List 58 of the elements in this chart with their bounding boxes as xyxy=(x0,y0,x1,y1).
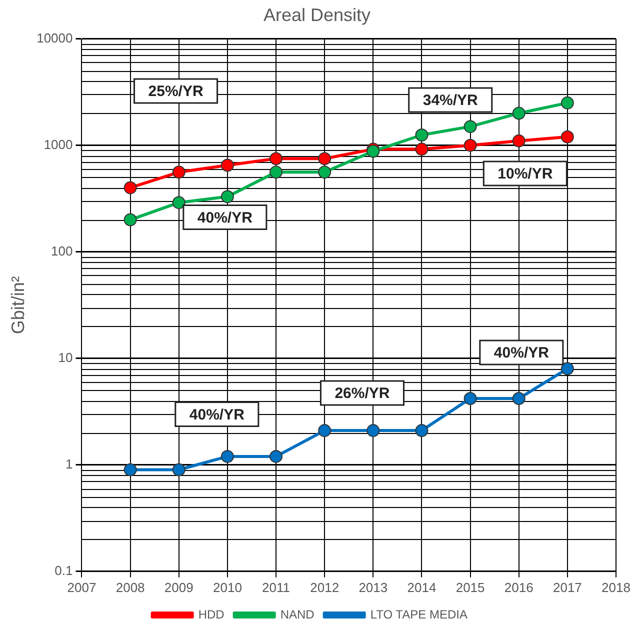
point xyxy=(172,196,186,210)
y-tick-label: 1000 xyxy=(44,136,73,152)
legend-label: HDD xyxy=(198,607,225,622)
x-tick-label: 2008 xyxy=(116,580,145,595)
x-tick-label: 2018 xyxy=(602,580,630,595)
y-axis-title: Gbit/in² xyxy=(8,276,28,334)
y-tick-label: 10 xyxy=(58,350,73,365)
point xyxy=(318,424,332,438)
x-tick-label: 2009 xyxy=(164,580,194,595)
point xyxy=(220,190,234,204)
annotation: 10%/YR xyxy=(498,166,553,183)
point xyxy=(560,96,574,110)
chart-title: Areal Density xyxy=(262,4,372,27)
x-tick-label: 2015 xyxy=(456,580,485,595)
y-tick-label: 0.1 xyxy=(54,562,73,578)
point xyxy=(464,392,477,405)
legend-label: LTO TAPE MEDIA xyxy=(370,607,468,622)
point xyxy=(512,134,526,148)
point xyxy=(464,120,477,134)
x-tick-label: 2010 xyxy=(212,580,242,595)
x-tick-label: 2016 xyxy=(504,580,534,595)
point xyxy=(270,166,283,179)
point xyxy=(124,463,137,476)
point xyxy=(560,362,574,376)
point xyxy=(464,138,477,152)
x-tick-label: 2011 xyxy=(262,580,290,595)
y-tick-label: 100 xyxy=(51,243,73,258)
annotation: 40%/YR xyxy=(197,209,253,226)
point xyxy=(124,181,137,194)
y-tick-label: 10000 xyxy=(36,30,73,46)
point xyxy=(318,152,332,166)
annotation: 26%/YR xyxy=(334,385,390,402)
point xyxy=(415,424,428,438)
point xyxy=(366,424,380,438)
point xyxy=(560,130,574,144)
point xyxy=(512,392,526,405)
point xyxy=(318,166,332,179)
point xyxy=(415,142,428,156)
annotation: 25%/YR xyxy=(148,83,204,100)
x-tick-label: 2017 xyxy=(552,580,582,595)
legend-label: NAND xyxy=(280,607,315,622)
annotation: 34%/YR xyxy=(422,92,478,110)
point xyxy=(220,450,234,463)
point xyxy=(172,463,186,476)
annotation: 40%/YR xyxy=(189,406,245,424)
point xyxy=(415,128,428,142)
x-tick-label: 2014 xyxy=(407,580,436,595)
point xyxy=(124,213,137,226)
point xyxy=(172,166,186,179)
point xyxy=(270,152,283,166)
y-tick-label: 1 xyxy=(66,456,73,472)
annotation: 40%/YR xyxy=(494,344,550,362)
point xyxy=(220,158,234,172)
x-tick-label: 2012 xyxy=(310,580,340,595)
x-tick-label: 2013 xyxy=(358,580,388,595)
x-tick-label: 2007 xyxy=(67,580,96,595)
point xyxy=(512,106,526,120)
point xyxy=(270,450,283,463)
